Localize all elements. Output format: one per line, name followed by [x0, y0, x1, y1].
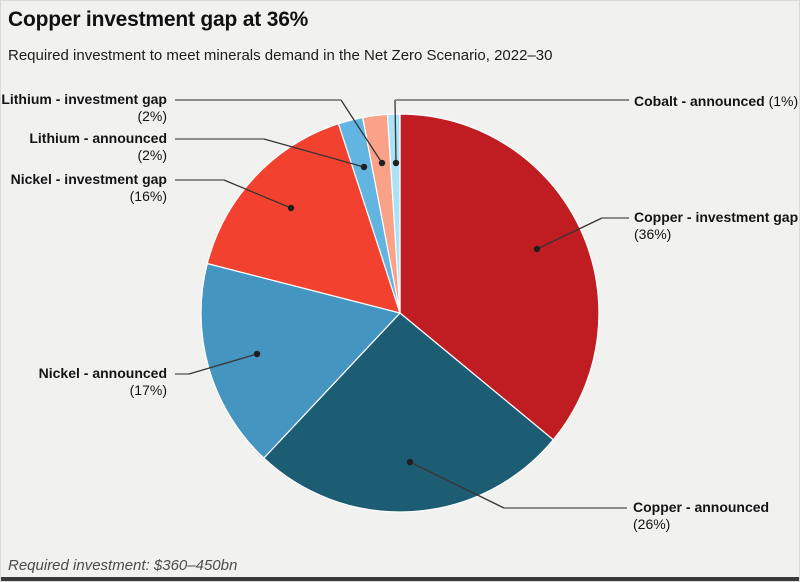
label-dot — [360, 163, 368, 171]
slice-label-nickel-investment-gap: Nickel - investment gap (16%) — [10, 171, 167, 204]
chart-footnote: Required investment: $360–450bn — [8, 557, 238, 574]
label-dot — [406, 458, 414, 466]
leader-line — [263, 138, 365, 168]
slice-label-cobalt-announced: Cobalt - announced (1%) — [634, 93, 799, 109]
leader-line — [394, 99, 397, 164]
leader-line — [340, 99, 383, 164]
slice-label-copper-announced: Copper - announced (26%) — [633, 499, 770, 532]
leader-line — [409, 461, 505, 509]
pie-slice-copper-announced[interactable] — [263, 312, 554, 513]
slice-label-lithium-investment-gap: Lithium - investment gap (2%) — [1, 91, 167, 124]
slice-label-copper-investment-gap: Copper - investment gap (36%) — [634, 209, 799, 242]
label-dot — [253, 350, 261, 358]
slice-label-nickel-announced: Nickel - announced (17%) — [38, 365, 167, 398]
leader-line — [188, 353, 258, 375]
chart-subtitle: Required investment to meet minerals dem… — [8, 47, 553, 64]
slice-label-lithium-announced: Lithium - announced (2%) — [29, 130, 167, 163]
chart-title: Copper investment gap at 36% — [8, 8, 309, 31]
leader-line — [223, 179, 292, 209]
label-dot — [378, 159, 386, 167]
label-dot — [287, 204, 295, 212]
leader-line — [536, 217, 603, 250]
pie-slice-nickel-investment-gap[interactable] — [206, 123, 401, 314]
label-dot — [392, 159, 400, 167]
label-dot — [533, 245, 541, 253]
bottom-bar — [1, 577, 799, 581]
